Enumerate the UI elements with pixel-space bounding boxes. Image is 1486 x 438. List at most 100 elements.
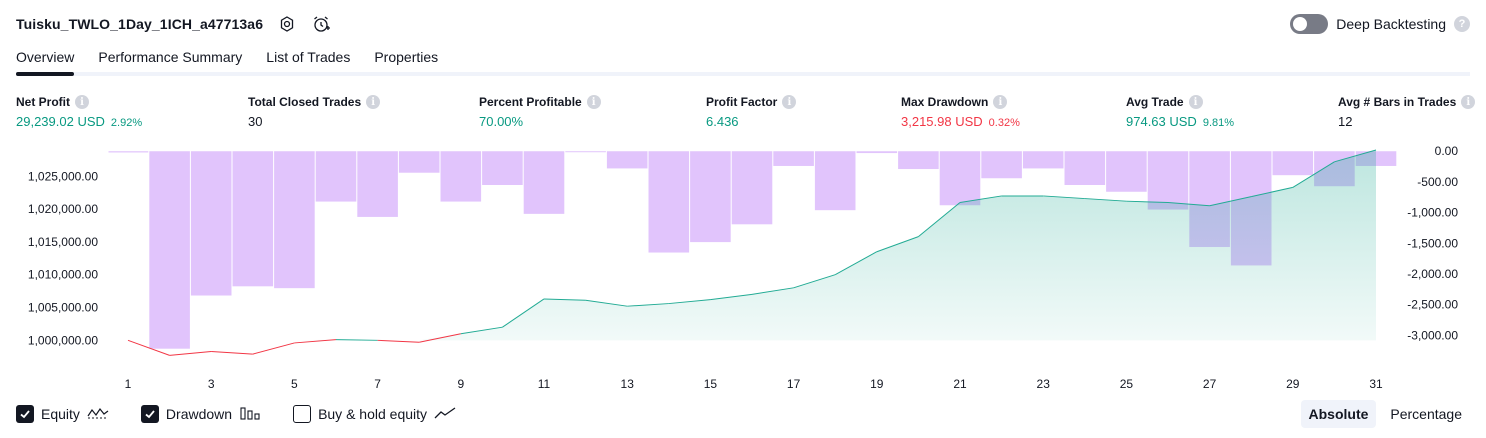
drawdown-bar	[1147, 151, 1189, 210]
x-tick-label: 7	[374, 377, 381, 391]
drawdown-bar	[232, 151, 274, 287]
stat-percent: 0.32%	[988, 117, 1020, 129]
stat-label: Profit Factor	[706, 95, 778, 109]
equity-segment	[1167, 202, 1210, 207]
legend-label: Buy & hold equity	[318, 406, 428, 422]
x-tick-label: 9	[457, 377, 464, 391]
settings-gear-icon[interactable]	[277, 14, 297, 34]
drawdown-bar	[981, 151, 1022, 179]
x-tick-label: 25	[1120, 377, 1134, 391]
left-tick-label: 1,020,000.00	[28, 202, 98, 216]
legend-drawdown[interactable]: Drawdown	[140, 405, 261, 423]
info-icon[interactable]: i	[75, 95, 89, 109]
percentage-button[interactable]: Percentage	[1390, 406, 1462, 422]
absolute-button[interactable]: Absolute	[1300, 400, 1377, 428]
drawdown-bars-icon	[239, 406, 261, 423]
legend-buy-hold[interactable]: Buy & hold equity	[293, 405, 456, 423]
equity-checkbox[interactable]	[16, 405, 34, 423]
tab-performance-summary[interactable]: Performance Summary	[98, 49, 243, 65]
equity-segment	[419, 333, 461, 343]
drawdown-bar	[814, 151, 856, 211]
info-icon[interactable]: i	[782, 95, 797, 109]
x-axis: 1 3 5 7 9 11 13 15 17 19 21 23 25 27 29 31	[125, 377, 1383, 391]
stat-label: Avg Trade	[1126, 95, 1184, 109]
x-tick-label: 21	[953, 377, 967, 391]
tab-overview[interactable]: Overview	[16, 46, 98, 76]
stat-value: 70.00%	[479, 114, 524, 129]
tab-properties[interactable]: Properties	[374, 49, 439, 65]
equity-segment	[169, 350, 212, 356]
x-tick-label: 5	[291, 377, 298, 391]
info-icon[interactable]: i	[993, 95, 1008, 109]
add-alert-clock-icon[interactable]	[311, 14, 331, 34]
stat-avg-bars: Avg # Bars in Trades i 12	[1338, 94, 1476, 129]
info-icon[interactable]: i	[1188, 95, 1203, 109]
equity-segment	[460, 326, 503, 335]
stat-percent: 9.81%	[1202, 117, 1235, 129]
report-tabs: Overview Performance Summary List of Tra…	[16, 46, 1470, 76]
deep-backtesting-label: Deep Backtesting	[1336, 16, 1446, 32]
right-tick-label: -500.00	[1417, 175, 1458, 189]
legend-label: Drawdown	[165, 406, 233, 422]
stat-label: Max Drawdown	[901, 95, 989, 109]
legend-equity[interactable]: Equity	[16, 405, 109, 423]
drawdown-bar	[731, 151, 773, 225]
x-tick-label: 13	[621, 377, 635, 391]
legend-label: Equity	[41, 406, 80, 422]
stat-avg-trade: Avg Trade i 974.63 USD 9.81%	[1126, 94, 1234, 129]
info-icon[interactable]: i	[586, 95, 601, 109]
buyhold-line-icon	[434, 406, 456, 423]
stat-value: 3,215.98 USD	[901, 114, 983, 129]
x-tick-label: 3	[208, 377, 215, 391]
stat-value: 12	[1338, 114, 1353, 129]
tab-list-of-trades[interactable]: List of Trades	[266, 49, 351, 65]
value-mode-switch: Absolute Percentage	[1300, 400, 1471, 428]
equity-line	[127, 149, 1377, 356]
drawdown-bar	[108, 151, 149, 153]
help-icon[interactable]: ?	[1454, 16, 1470, 32]
drawdown-bar	[773, 151, 814, 166]
right-axis: 0.00 -500.00 -1,000.00 -1,500.00 -2,000.00 -2…	[1407, 144, 1458, 342]
right-tick-label: -1,000.00	[1407, 206, 1458, 220]
stat-total-closed-trades: Total Closed Trades i 30	[248, 94, 381, 129]
stat-value: 29,239.02 USD	[16, 114, 105, 129]
stat-net-profit: Net Profit i 29,239.02 USD 2.92%	[16, 94, 142, 129]
left-tick-label: 1,000,000.00	[28, 333, 98, 347]
left-tick-label: 1,025,000.00	[28, 169, 98, 183]
buy-hold-checkbox[interactable]	[293, 405, 312, 423]
equity-segment	[585, 299, 628, 307]
drawdown-checkbox[interactable]	[140, 405, 159, 423]
report-header: Tuisku_TWLO_1Day_1ICH_a47713a6	[16, 12, 331, 36]
drawdown-bar	[482, 151, 523, 185]
equity-segment	[668, 299, 711, 305]
equity-segment	[127, 339, 170, 356]
drawdown-bar	[648, 151, 690, 253]
equity-segment	[252, 342, 295, 355]
right-tick-label: -2,000.00	[1407, 267, 1458, 281]
equity-segment	[1043, 195, 1085, 200]
equity-segment	[1084, 198, 1127, 202]
stat-value: 974.63 USD	[1126, 114, 1197, 129]
x-tick-label: 27	[1203, 377, 1217, 391]
info-icon[interactable]: i	[366, 95, 381, 109]
x-tick-label: 23	[1037, 377, 1051, 391]
stat-value: 30	[248, 114, 263, 129]
drawdown-bar	[690, 151, 731, 243]
drawdown-bar	[898, 151, 939, 170]
info-icon[interactable]: i	[1461, 95, 1476, 109]
equity-segment	[335, 339, 378, 341]
stat-percent-profitable: Percent Profitable i 70.00%	[479, 94, 601, 129]
right-tick-label: 0.00	[1435, 144, 1459, 158]
right-tick-label: -3,000.00	[1407, 328, 1458, 342]
equity-drawdown-chart[interactable]: 1,025,000.00 1,020,000.00 1,015,000.00 1,01…	[0, 140, 1486, 392]
x-tick-label: 15	[704, 377, 718, 391]
drawdown-bar	[939, 151, 981, 206]
stat-label: Total Closed Trades	[248, 95, 362, 109]
right-tick-label: -2,500.00	[1407, 298, 1458, 312]
left-tick-label: 1,005,000.00	[28, 301, 98, 315]
deep-backtesting-control: Deep Backtesting ?	[1290, 12, 1470, 36]
stat-max-drawdown: Max Drawdown i 3,215.98 USD 0.32%	[901, 94, 1020, 129]
stat-label: Net Profit	[16, 95, 70, 109]
deep-backtesting-toggle[interactable]	[1290, 14, 1329, 34]
equity-segment	[543, 298, 586, 301]
